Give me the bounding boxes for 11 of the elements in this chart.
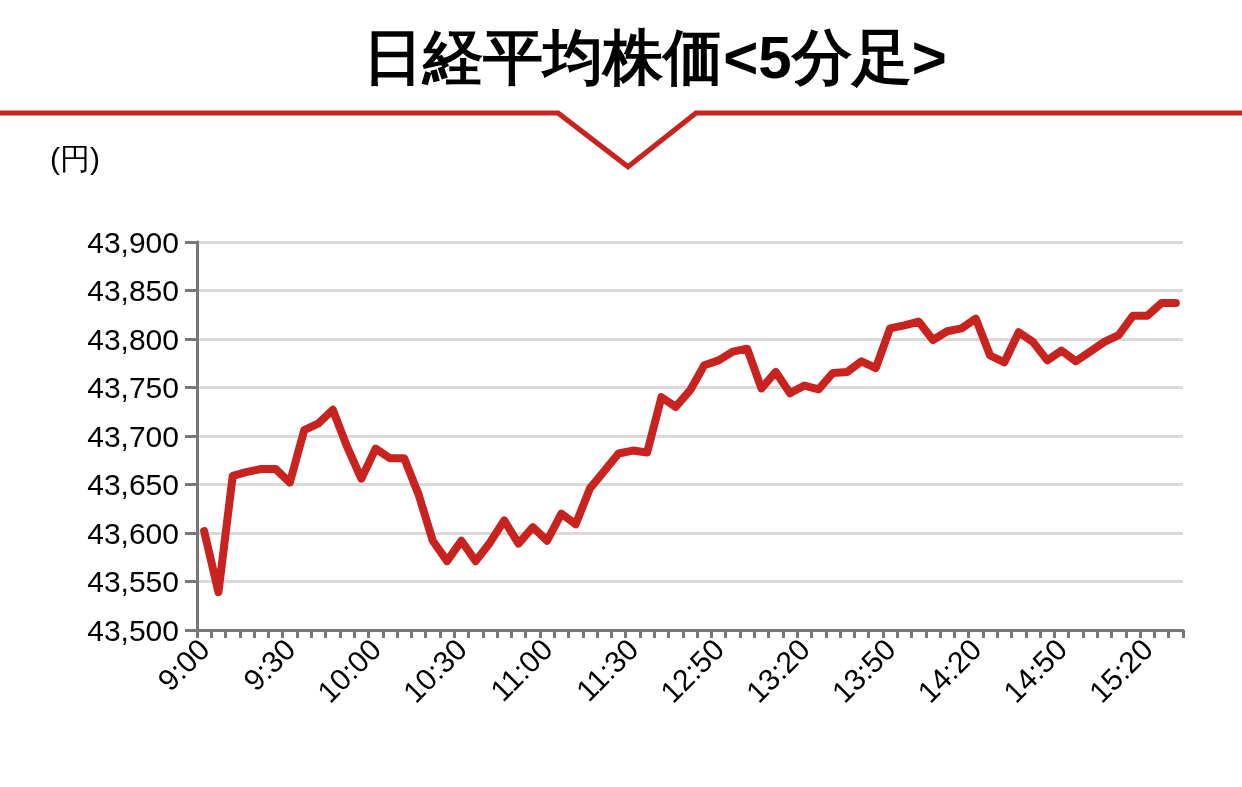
y-axis-title: (円) — [50, 141, 100, 175]
y-tick-label: 43,700 — [87, 419, 179, 453]
y-tick-label: 43,650 — [87, 468, 179, 501]
y-tick-label: 43,900 — [87, 225, 179, 259]
y-tick-label: 43,800 — [87, 322, 179, 356]
y-tick-label: 43,550 — [87, 565, 179, 598]
y-tick-label: 43,600 — [87, 516, 179, 550]
y-tick-label: 43,750 — [87, 371, 179, 404]
y-tick-label: 43,850 — [87, 274, 179, 307]
chart-title: 日経平均株価<5分足> — [363, 23, 947, 91]
x-tick-label: 9:30 — [236, 632, 302, 697]
